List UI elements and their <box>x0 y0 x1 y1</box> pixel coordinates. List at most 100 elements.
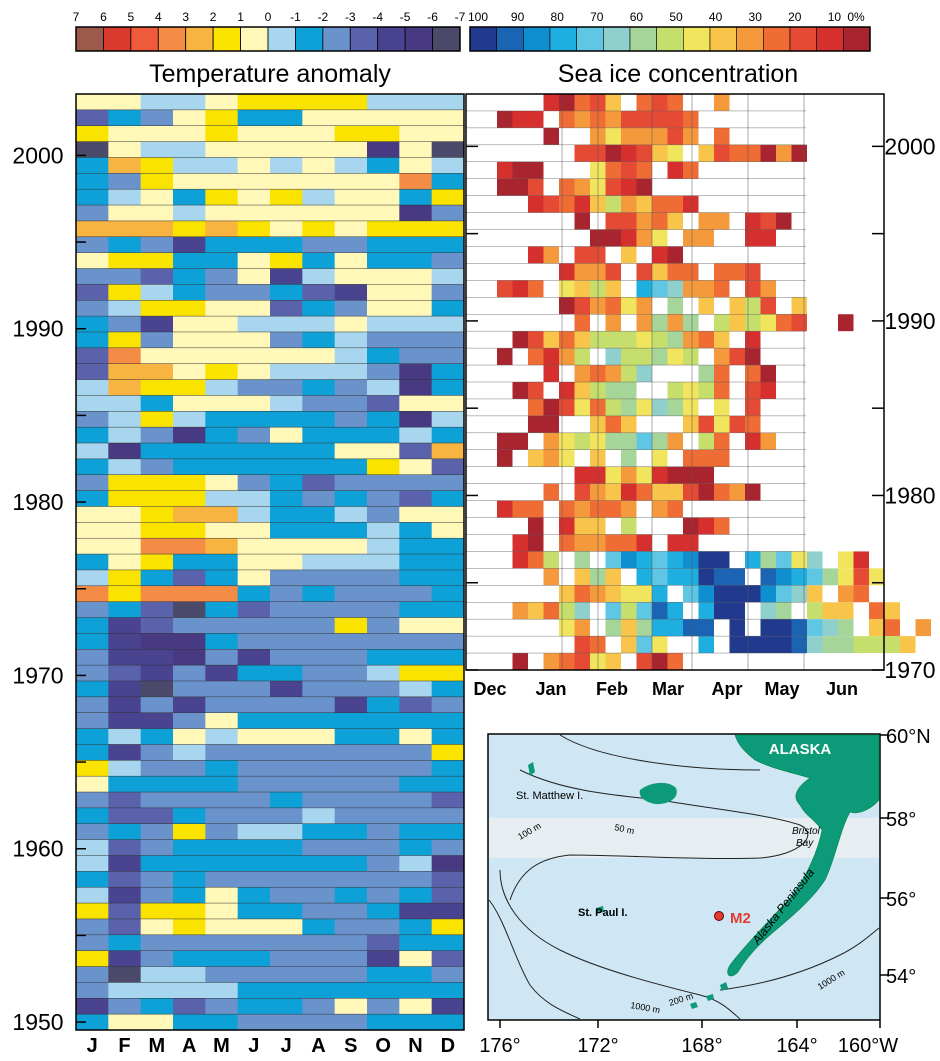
temp-cell <box>334 363 368 380</box>
temp-cell <box>431 316 465 333</box>
ice-cell <box>621 331 637 349</box>
temp-cell <box>108 998 142 1015</box>
ice-cell <box>776 636 792 654</box>
temp-cell <box>76 490 109 507</box>
temp-cell <box>76 633 109 650</box>
ice-cell <box>698 551 714 569</box>
temp-legend-swatch <box>267 26 296 52</box>
ice-cell <box>605 127 621 145</box>
temp-cell <box>399 807 433 825</box>
ice-cell <box>807 568 823 586</box>
temp-legend-swatch <box>130 26 159 52</box>
ice-cell <box>745 432 761 450</box>
temp-cell <box>173 776 206 793</box>
temp-legend-label: -4 <box>372 10 383 24</box>
temp-cell <box>108 300 142 317</box>
temp-cell <box>108 807 142 825</box>
map-lon-label: 168° <box>681 1035 722 1057</box>
ice-cell <box>729 144 745 162</box>
ice-cell <box>683 331 699 349</box>
ice-cell <box>791 636 807 654</box>
st-paul-label: St. Paul I. <box>578 907 628 919</box>
temp-cell <box>76 712 109 729</box>
temp-legend-label: -7 <box>455 10 466 24</box>
st-matthew-label: St. Matthew I. <box>516 790 583 802</box>
temp-cell <box>270 363 303 380</box>
temp-cell <box>302 585 336 603</box>
temp-cell <box>173 887 206 904</box>
ice-cell <box>838 619 854 637</box>
temp-cell <box>270 538 303 555</box>
temp-cell <box>334 950 368 967</box>
temp-cell <box>173 157 206 174</box>
temp-cell <box>399 665 433 682</box>
temp-cell <box>173 839 206 856</box>
temp-cell <box>334 379 368 396</box>
temp-cell <box>334 934 368 952</box>
temp-cell <box>173 427 206 444</box>
temp-cell <box>237 458 271 476</box>
temp-cell <box>237 125 271 142</box>
ice-cell <box>729 415 745 433</box>
ice-cell <box>667 331 683 349</box>
temp-cell <box>334 966 368 983</box>
ice-cell <box>760 280 776 298</box>
temp-cell <box>76 252 109 269</box>
ice-cell <box>605 195 621 213</box>
ice-cell <box>714 551 730 569</box>
ice-cell <box>714 483 730 501</box>
ice-cell <box>667 280 683 298</box>
ice-cell <box>574 195 590 213</box>
temp-cell <box>270 871 303 888</box>
temp-cell <box>334 887 368 904</box>
ice-cell <box>621 551 637 569</box>
temp-cell <box>334 807 368 825</box>
temp-cell <box>367 94 400 111</box>
ice-cell <box>714 94 730 111</box>
temp-cell <box>270 569 303 587</box>
temp-cell <box>108 189 142 206</box>
ice-cell <box>683 229 699 247</box>
temp-cell <box>431 982 465 999</box>
ice-cell <box>838 551 854 569</box>
ice-cell <box>621 466 637 484</box>
ice-cell <box>853 551 869 569</box>
temp-cell <box>76 205 109 222</box>
ice-cell <box>776 568 792 586</box>
temp-cell <box>431 427 465 444</box>
temp-cell <box>399 316 433 333</box>
temp-cell <box>399 887 433 904</box>
temp-cell <box>399 950 433 967</box>
temp-cell <box>205 490 239 507</box>
ice-cell <box>636 398 652 416</box>
ice-cell <box>652 314 668 332</box>
temp-cell <box>431 363 465 380</box>
temp-cell <box>173 347 206 365</box>
ice-cell <box>574 619 590 637</box>
temp-cell <box>108 506 142 523</box>
temp-cell <box>173 601 206 618</box>
map-lon-label: 172° <box>577 1035 618 1057</box>
ice-x-tick-label: Jun <box>826 679 858 699</box>
ice-cell <box>760 229 776 247</box>
temp-cell <box>431 300 465 317</box>
temp-cell <box>334 776 368 793</box>
ice-cell <box>776 585 792 603</box>
ice-cell <box>636 314 652 332</box>
temp-cell <box>302 284 336 301</box>
ice-cell <box>667 619 683 637</box>
temp-cell <box>399 649 433 666</box>
temp-legend-label: 7 <box>73 10 80 24</box>
ice-cell <box>574 280 590 298</box>
temp-cell <box>205 839 239 856</box>
ice-cell <box>683 314 699 332</box>
ice-cell <box>791 619 807 637</box>
temp-cell <box>431 633 465 650</box>
temp-cell <box>270 94 303 111</box>
ice-frame <box>465 93 885 671</box>
bering-sea-map: ALASKA St. Matthew I. St. Paul I. Bristo… <box>487 733 881 1021</box>
temp-cell <box>108 458 142 476</box>
ice-cell <box>497 178 513 196</box>
temp-cell <box>302 696 336 714</box>
